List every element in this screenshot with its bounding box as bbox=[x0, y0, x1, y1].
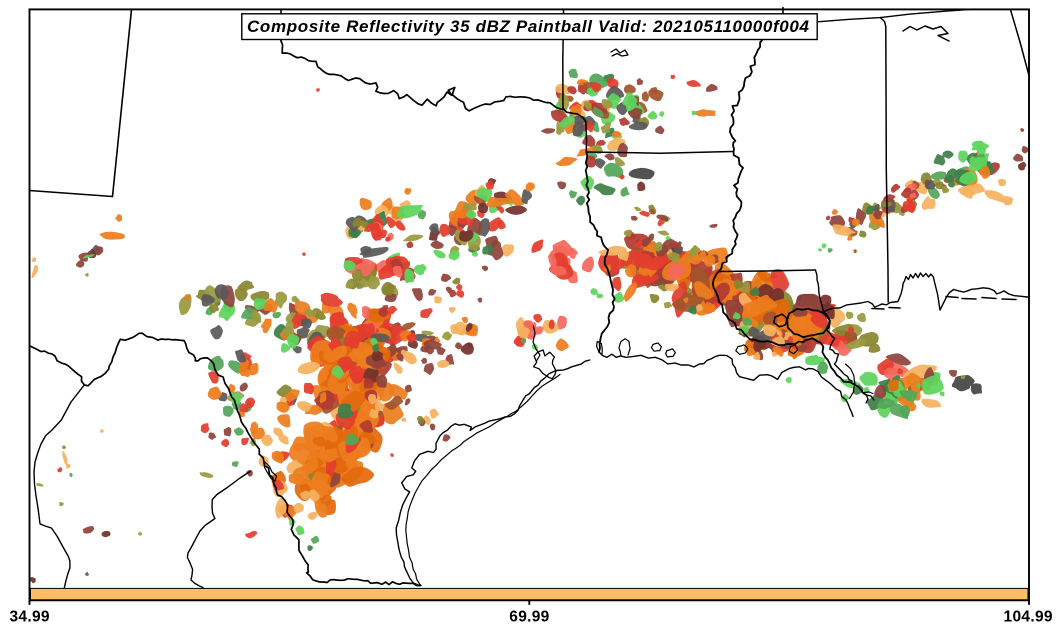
svg-text:34.99: 34.99 bbox=[10, 609, 50, 626]
svg-text:Composite Reflectivity 35 dBZ: Composite Reflectivity 35 dBZ Paintball … bbox=[247, 17, 810, 36]
svg-text:69.99: 69.99 bbox=[509, 609, 549, 626]
svg-text:104.99: 104.99 bbox=[1004, 609, 1053, 626]
